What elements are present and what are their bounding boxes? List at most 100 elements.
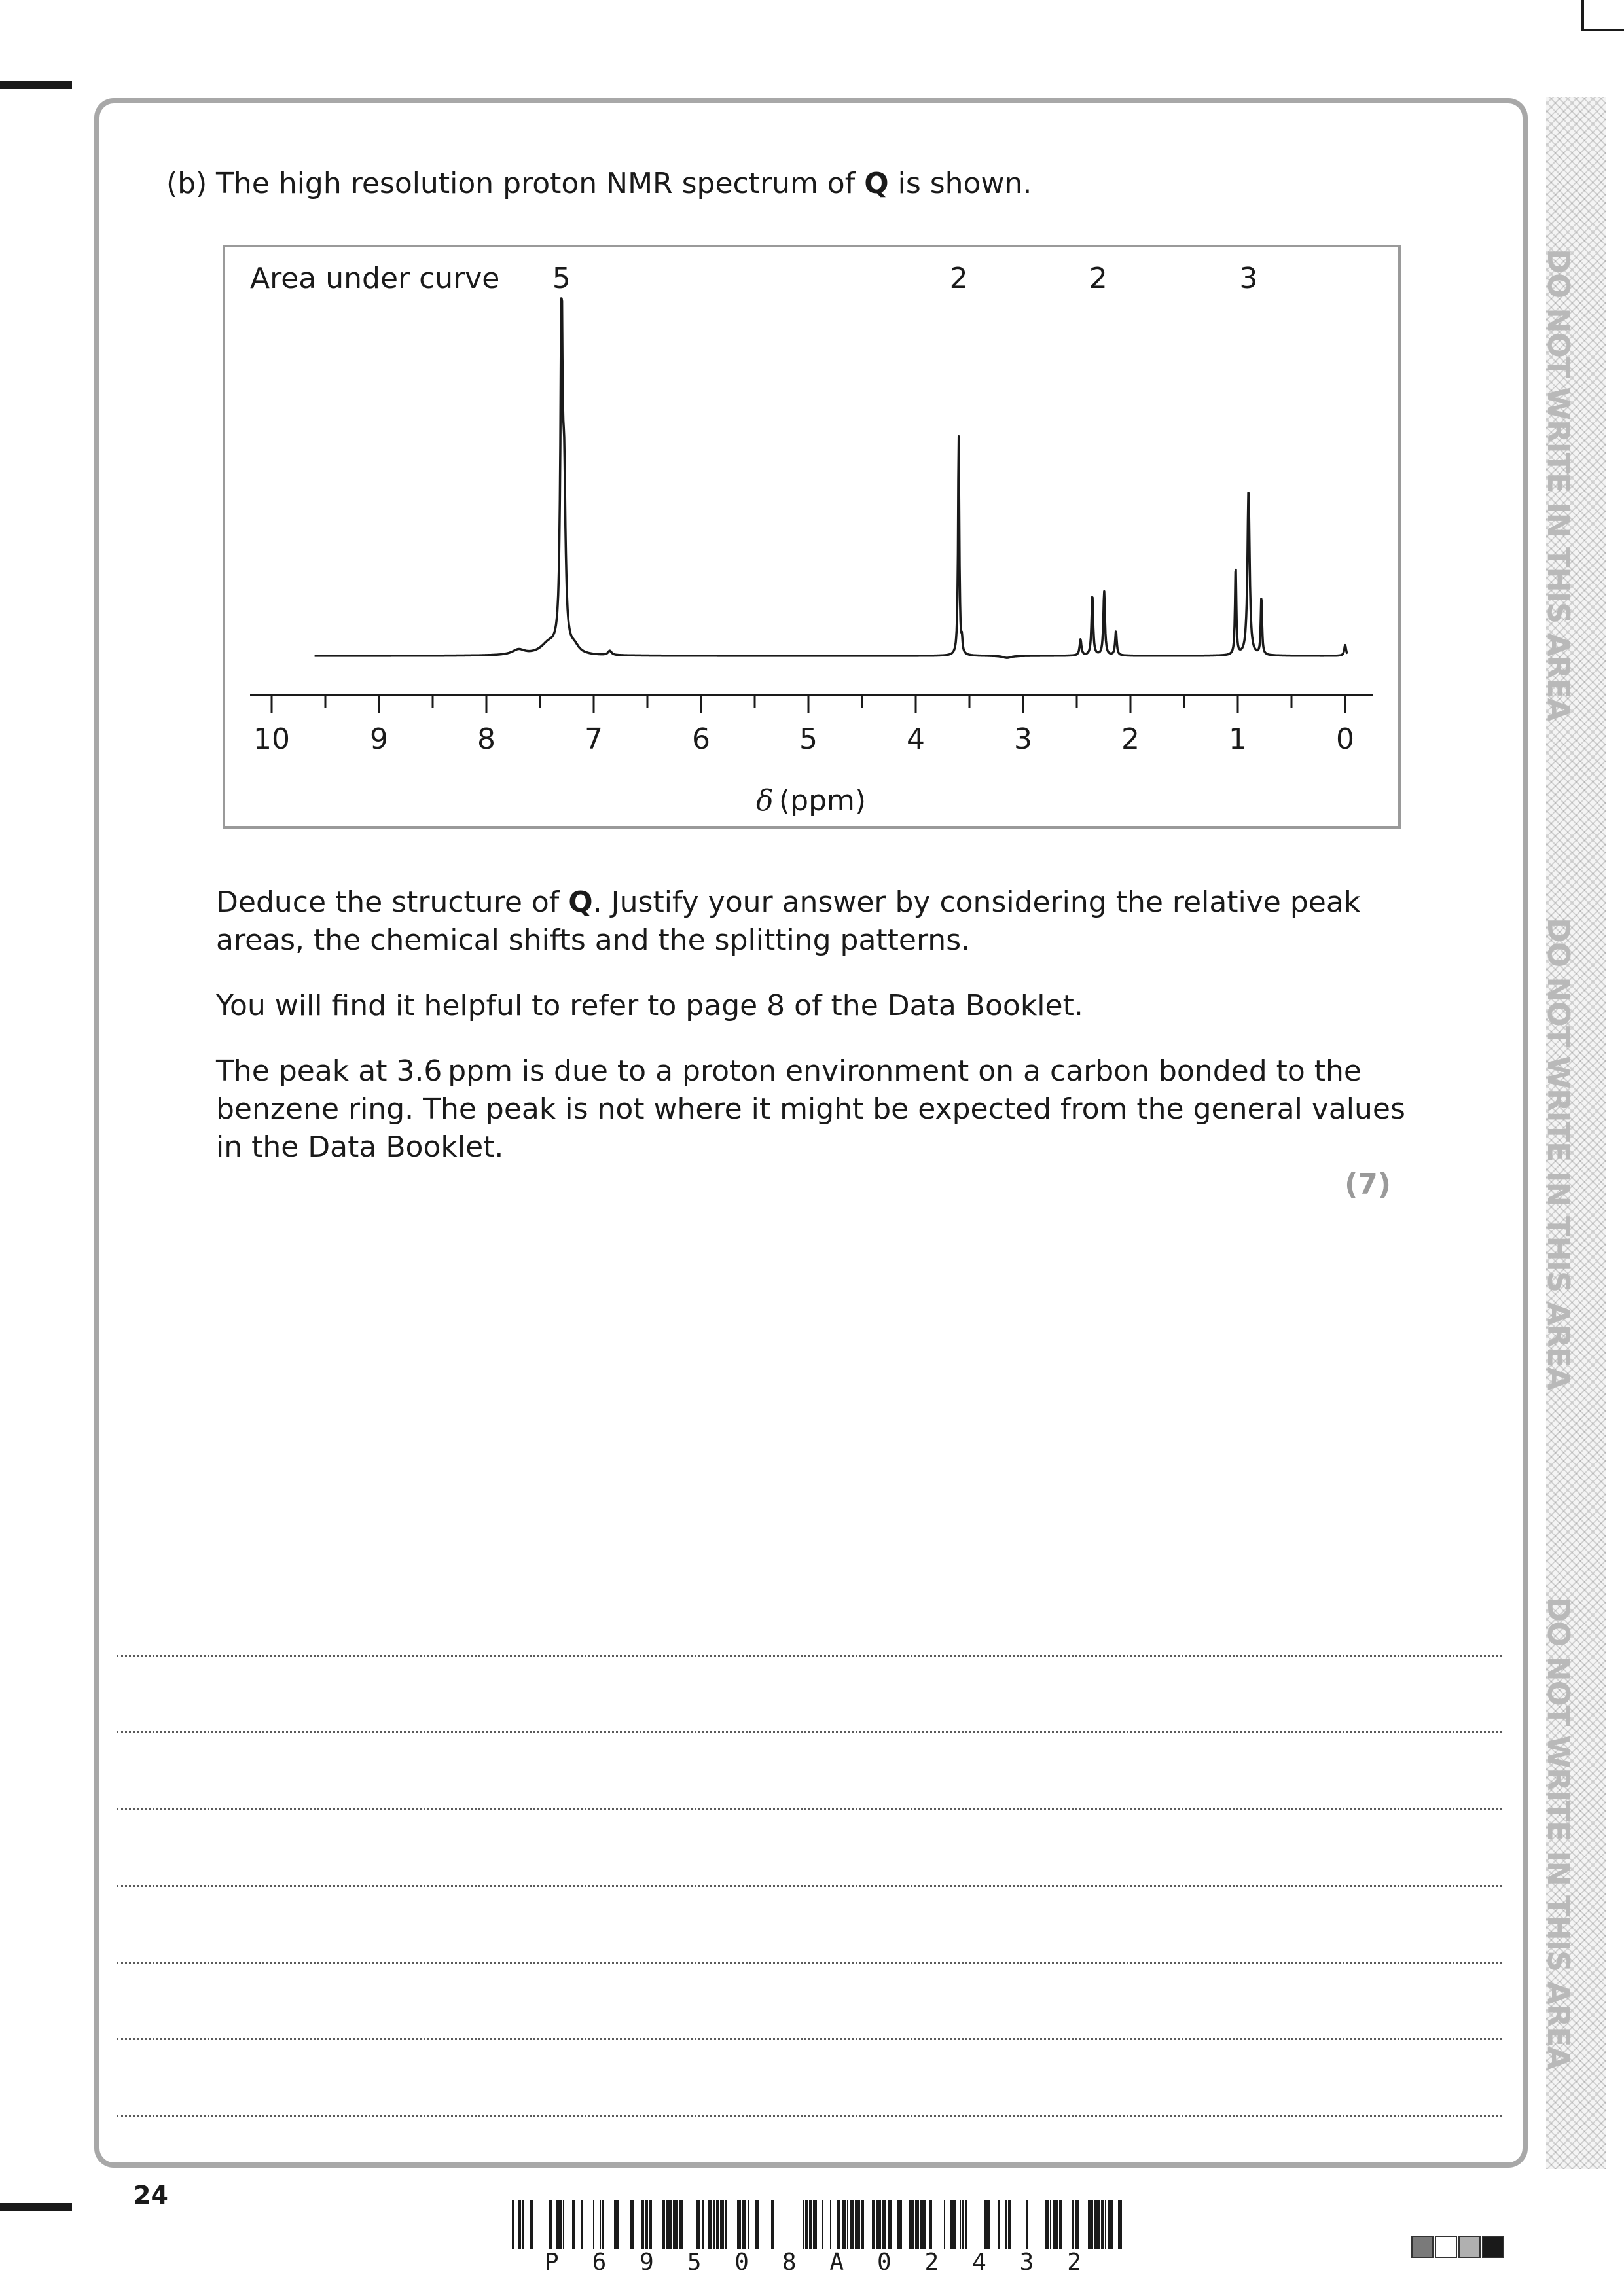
barcode-bar xyxy=(1105,2200,1106,2249)
barcode-bar xyxy=(1045,2200,1049,2249)
peak-area-label: 2 xyxy=(1089,262,1108,295)
barcode-bar xyxy=(861,2200,864,2249)
barcode-bar xyxy=(1094,2200,1100,2249)
barcode-bar xyxy=(962,2200,964,2249)
barcode-bar xyxy=(822,2200,823,2249)
barcode-bar xyxy=(837,2200,840,2249)
corner-mark-top-left xyxy=(0,81,72,89)
barcode-bar xyxy=(855,2200,860,2249)
barcode-char: 2 xyxy=(1067,2249,1081,2276)
barcode-bar xyxy=(666,2200,672,2249)
barcode-char: 0 xyxy=(876,2249,892,2276)
barcode-bar xyxy=(920,2200,926,2249)
barcode-bar xyxy=(716,2200,719,2249)
barcode-bar xyxy=(602,2200,604,2249)
peak-area-label: 3 xyxy=(1239,262,1257,295)
barcode-bar xyxy=(965,2200,967,2249)
paragraph-deduce-line-1: Deduce the structure of Q. Justify your … xyxy=(216,886,1361,919)
barcode-bar xyxy=(725,2200,727,2249)
barcode-bar xyxy=(915,2200,919,2249)
barcode-text: P 6 9 5 0 8 A 0 2 4 3 2 xyxy=(545,2249,1081,2276)
x-tick-label: 8 xyxy=(477,723,496,756)
paragraph-data-booklet: You will find it helpful to refer to pag… xyxy=(216,989,1083,1022)
x-axis-unit: (ppm) xyxy=(779,784,866,817)
barcode-bar xyxy=(888,2200,892,2249)
answer-line[interactable] xyxy=(117,1962,1502,1964)
barcode-char: 8 xyxy=(782,2249,797,2276)
x-axis-symbol: δ xyxy=(756,784,774,817)
answer-line[interactable] xyxy=(117,1885,1502,1887)
barcode-bar xyxy=(842,2200,846,2249)
x-tick-label: 0 xyxy=(1336,723,1354,756)
barcode-bar xyxy=(742,2200,746,2249)
barcode-bar xyxy=(960,2200,961,2249)
barcode-bar xyxy=(563,2200,564,2249)
color-square xyxy=(1411,2236,1434,2258)
x-tick-label: 9 xyxy=(370,723,388,756)
barcode-bar xyxy=(1026,2200,1028,2249)
x-tick-label: 5 xyxy=(799,723,818,756)
x-tick-label: 2 xyxy=(1121,723,1140,756)
barcode-bar xyxy=(556,2200,562,2249)
barcode-bar xyxy=(771,2200,774,2249)
page-number: 24 xyxy=(134,2181,168,2210)
barcode-bar xyxy=(522,2200,524,2249)
barcode-bar xyxy=(929,2200,932,2249)
x-tick-label: 10 xyxy=(253,723,290,756)
barcode-bar xyxy=(847,2200,848,2249)
barcode-char: 2 xyxy=(924,2249,939,2276)
barcode-bar xyxy=(850,2200,854,2249)
x-tick-label: 1 xyxy=(1229,723,1247,756)
barcode-bar xyxy=(909,2200,914,2249)
chart-border xyxy=(223,245,1401,829)
answer-line[interactable] xyxy=(117,2038,1502,2040)
side-warning-top: DO NOT WRITE IN THIS AREA xyxy=(1541,249,1576,721)
side-warning-bottom: DO NOT WRITE IN THIS AREA xyxy=(1541,1597,1576,2070)
barcode-char: A xyxy=(829,2249,844,2276)
answer-line[interactable] xyxy=(117,1808,1502,1810)
barcode-bar xyxy=(549,2200,552,2249)
question-frame xyxy=(94,98,1528,2168)
corner-mark-bottom-left xyxy=(0,2203,72,2211)
barcode-bar xyxy=(713,2200,715,2249)
barcode-bar xyxy=(1101,2200,1104,2249)
side-warning-middle: DO NOT WRITE IN THIS AREA xyxy=(1541,918,1576,1390)
barcode-bar xyxy=(518,2200,521,2249)
barcode-bar xyxy=(748,2200,749,2249)
answer-line[interactable] xyxy=(117,2115,1502,2117)
barcode-bar xyxy=(1050,2200,1051,2249)
paragraph-deduce-line-2: areas, the chemical shifts and the split… xyxy=(216,924,971,957)
question-intro: The high resolution proton NMR spectrum … xyxy=(216,167,1032,200)
barcode-bar xyxy=(998,2200,1000,2249)
barcode-char: 0 xyxy=(734,2249,749,2276)
barcode-bar xyxy=(630,2200,634,2249)
barcode-bar xyxy=(1008,2200,1011,2249)
paragraph-deduce: Deduce the structure of Q. Justify your … xyxy=(216,884,1360,960)
color-square xyxy=(1458,2236,1481,2258)
barcode-bar xyxy=(1005,2200,1007,2249)
barcode-bar xyxy=(649,2200,652,2249)
barcode-bar xyxy=(1053,2200,1058,2249)
answer-line[interactable] xyxy=(117,1655,1502,1657)
barcode-bar xyxy=(830,2200,831,2249)
answer-line[interactable] xyxy=(117,1731,1502,1733)
barcode-char: 3 xyxy=(1019,2249,1034,2276)
marks-allocation: (7) xyxy=(1344,1168,1391,1201)
barcode-bar xyxy=(512,2200,514,2249)
barcode-bar xyxy=(645,2200,648,2249)
barcode-bar xyxy=(1059,2200,1062,2249)
barcode-bar xyxy=(872,2200,875,2249)
x-tick-label: 6 xyxy=(692,723,710,756)
barcode-bar xyxy=(530,2200,533,2249)
barcode-char: 4 xyxy=(972,2249,986,2276)
barcode-bar xyxy=(1118,2200,1122,2249)
corner-mark-top-right-v xyxy=(1581,29,1624,31)
barcode-bar xyxy=(809,2200,812,2249)
peak-area-label: 5 xyxy=(552,262,571,295)
barcode-bar xyxy=(1072,2200,1074,2249)
color-squares xyxy=(1411,2236,1506,2258)
barcode-bar xyxy=(950,2200,956,2249)
barcode-char: P xyxy=(545,2249,559,2276)
barcode-char: 5 xyxy=(687,2249,702,2276)
